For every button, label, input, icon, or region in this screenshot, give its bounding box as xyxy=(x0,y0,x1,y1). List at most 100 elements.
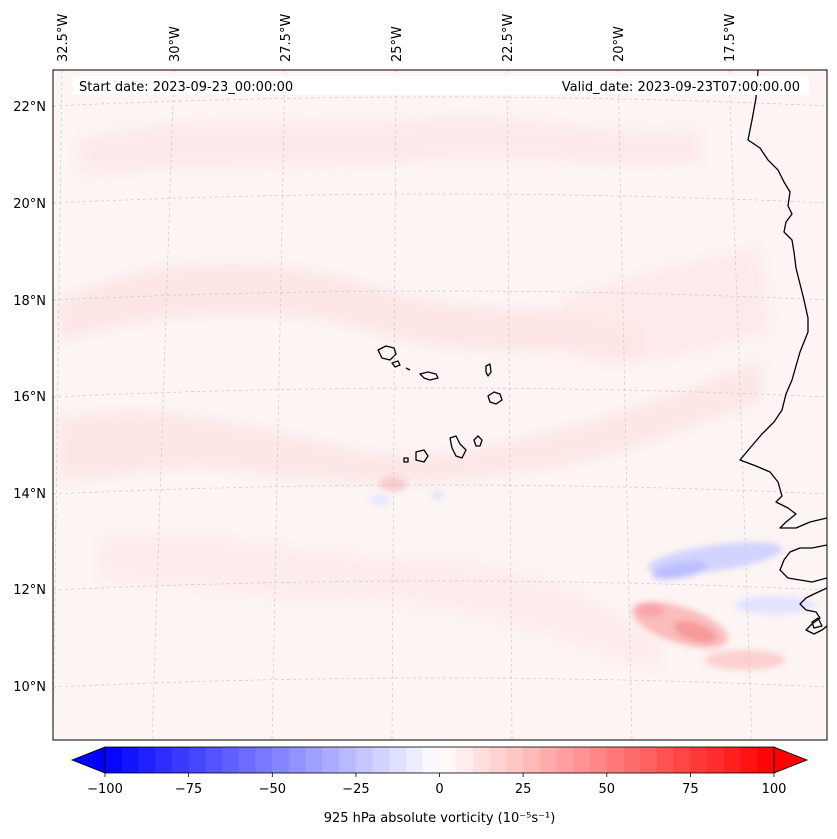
longitude-labels: 32.5°W 30°W 27.5°W 25°W 22.5°W 20°W 17.5… xyxy=(56,14,738,62)
colorbar-tick-label: −25 xyxy=(342,782,369,797)
lat-label: 10°N xyxy=(13,680,46,695)
parallel-18N xyxy=(53,290,827,301)
colorbar-label: 925 hPa absolute vorticity (10⁻⁵s⁻¹) xyxy=(324,811,556,826)
africa-coastline xyxy=(739,70,827,529)
colorbar-segment xyxy=(406,747,424,773)
colorbar-segment xyxy=(255,747,273,773)
colorbar-segment xyxy=(439,747,457,773)
colorbar-tick-label: 0 xyxy=(435,782,443,797)
vorticity-band xyxy=(60,264,640,360)
vorticity-band xyxy=(560,250,770,363)
colorbar-segment xyxy=(723,747,742,773)
colorbar-segment xyxy=(288,747,307,773)
vorticity-field xyxy=(60,117,770,670)
colorbar-tick-label: 25 xyxy=(515,782,532,797)
lon-label: 22.5°W xyxy=(501,14,516,62)
lat-label: 22°N xyxy=(13,100,46,115)
brava-island xyxy=(403,457,409,463)
colorbar-segment xyxy=(539,747,558,773)
meridian-20W xyxy=(617,70,633,740)
parallel-14N xyxy=(53,484,827,495)
colorbar-segment xyxy=(105,747,123,773)
maio-island xyxy=(473,435,483,447)
colorbar-segments xyxy=(105,747,775,773)
colorbar-segment xyxy=(673,747,691,773)
colorbar-segment xyxy=(339,747,357,773)
colorbar-segment xyxy=(305,747,323,773)
parallel-20N xyxy=(53,193,827,204)
negative-vorticity-region xyxy=(652,560,708,580)
start-date-label: Start date: 2023-09-23_00:00:00 xyxy=(79,80,293,95)
colorbar-segment xyxy=(690,747,708,773)
coastlines xyxy=(377,70,827,635)
colorbar-segment xyxy=(121,747,139,773)
colorbar-segment xyxy=(322,747,340,773)
colorbar-segment xyxy=(590,747,608,773)
colorbar-tick-label: −50 xyxy=(259,782,286,797)
colorbar-segment xyxy=(155,747,173,773)
colorbar-segment xyxy=(623,747,641,773)
colorbar-segment xyxy=(606,747,624,773)
colorbar-tick-label: 50 xyxy=(599,782,616,797)
santo-antao-island xyxy=(377,345,397,361)
colorbar-tick-label: −75 xyxy=(175,782,202,797)
colorbar-segment xyxy=(506,747,524,773)
meridian-25W xyxy=(391,70,397,740)
colorbar-segment xyxy=(573,747,591,773)
meridian-32-5W xyxy=(53,70,63,740)
latitude-labels: 22°N 20°N 18°N 16°N 14°N 12°N 10°N xyxy=(13,100,46,695)
positive-vorticity-region xyxy=(705,650,785,670)
bijagos-island xyxy=(811,617,823,629)
lon-label: 17.5°W xyxy=(723,14,738,62)
guinea-bissau-coast xyxy=(799,587,827,635)
fogo-island xyxy=(415,449,429,463)
sao-nicolau-island xyxy=(419,371,439,381)
colorbar-segment xyxy=(640,747,658,773)
sal-island xyxy=(485,363,492,377)
lat-label: 14°N xyxy=(13,487,46,502)
meridian-30W xyxy=(151,70,175,740)
negative-vorticity-region xyxy=(432,491,444,499)
lat-label: 20°N xyxy=(13,197,46,212)
colorbar-segment xyxy=(171,747,190,773)
meridian-22-5W xyxy=(506,70,513,740)
colorbar: −100 −75 −50 −25 0 25 50 75 100 925 hPa … xyxy=(70,746,809,826)
colorbar-segment xyxy=(707,747,725,773)
vorticity-band xyxy=(100,534,660,670)
colorbar-segment xyxy=(238,747,257,773)
sao-vicente-island xyxy=(391,360,401,368)
colorbar-segment xyxy=(272,747,290,773)
lon-label: 32.5°W xyxy=(56,14,71,62)
lon-label: 20°W xyxy=(612,26,627,62)
positive-vorticity-region xyxy=(636,603,664,617)
colorbar-tick-label: 100 xyxy=(762,782,787,797)
colorbar-segment xyxy=(656,747,675,773)
valid-date-label: Valid_date: 2023-09-23T07:00:00.00 xyxy=(562,80,800,95)
lon-label: 27.5°W xyxy=(279,14,294,62)
parallel-10N xyxy=(53,677,827,688)
santa-luzia-island xyxy=(405,367,411,371)
colorbar-high-extension xyxy=(773,746,809,774)
parallel-16N xyxy=(53,387,827,398)
colorbar-segment xyxy=(205,747,223,773)
lat-label: 18°N xyxy=(13,294,46,309)
meridian-17-5W xyxy=(728,70,753,740)
parallel-22N xyxy=(53,96,827,107)
santiago-island xyxy=(449,435,467,459)
colorbar-segment xyxy=(355,747,374,773)
colorbar-segment xyxy=(757,747,775,773)
lat-label: 12°N xyxy=(13,583,46,598)
colorbar-segment xyxy=(138,747,156,773)
vorticity-band xyxy=(60,360,760,482)
lon-label: 25°W xyxy=(390,26,405,62)
senegal-gambia-coast xyxy=(779,544,827,583)
negative-vorticity-region xyxy=(735,596,815,614)
boa-vista-island xyxy=(487,391,503,405)
colorbar-ticks xyxy=(104,773,775,777)
lat-label: 16°N xyxy=(13,390,46,405)
colorbar-segment xyxy=(523,747,541,773)
colorbar-segment xyxy=(222,747,240,773)
positive-vorticity-region xyxy=(379,477,407,491)
positive-vorticity-region xyxy=(673,621,717,643)
